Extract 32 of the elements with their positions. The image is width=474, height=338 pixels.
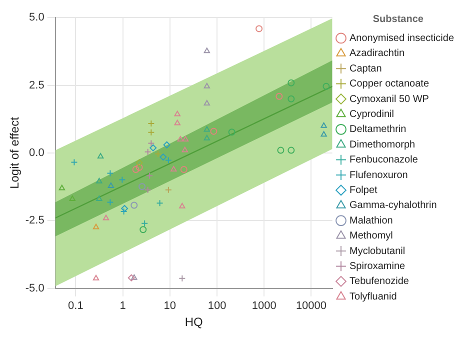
legend-label: Captan bbox=[350, 63, 382, 74]
y-tick-label: -2.5 bbox=[25, 214, 44, 227]
legend-label: Malathion bbox=[350, 215, 393, 226]
x-tick-label: 10000 bbox=[296, 300, 327, 312]
legend-label: Folpet bbox=[350, 184, 378, 196]
legend-label: Flufenoxuron bbox=[350, 170, 408, 181]
legend-label: Myclobutanil bbox=[350, 246, 406, 257]
legend-label: Spiroxamine bbox=[350, 260, 406, 272]
legend-label: Cyprodinil bbox=[350, 108, 394, 120]
legend-label: Tebufenozide bbox=[350, 276, 410, 288]
y-axis-title: Logit of effect bbox=[8, 116, 22, 189]
legend-label: Anonymised insecticide bbox=[350, 32, 454, 44]
legend-label: Gamma-cyhalothrin bbox=[350, 200, 437, 212]
legend-label: Copper octanoate bbox=[350, 78, 430, 90]
legend-label: Methomyl bbox=[350, 230, 393, 242]
legend-label: Tolyfluanid bbox=[350, 291, 397, 302]
legend-title: Substance bbox=[372, 14, 424, 25]
legend-label: Azadirachtin bbox=[350, 48, 405, 60]
legend-label: Deltamethrin bbox=[350, 124, 406, 136]
x-tick-label: 10 bbox=[164, 300, 176, 312]
legend-label: Dimethomorph bbox=[350, 139, 416, 150]
y-tick-label: -5.0 bbox=[25, 282, 44, 294]
y-tick-label: 5.0 bbox=[29, 12, 44, 24]
x-tick-label: 1000 bbox=[252, 300, 276, 312]
x-tick-label: 0.1 bbox=[68, 300, 84, 312]
y-tick-label: 2.5 bbox=[29, 79, 44, 92]
x-tick-label: 100 bbox=[208, 300, 226, 312]
x-tick-label: 1 bbox=[120, 300, 126, 312]
y-tick-label: 0.0 bbox=[29, 147, 44, 160]
x-axis-title: HQ bbox=[184, 315, 203, 330]
legend-label: Fenbuconazole bbox=[350, 154, 418, 166]
legend-label: Cymoxanil 50 WP bbox=[350, 94, 430, 105]
